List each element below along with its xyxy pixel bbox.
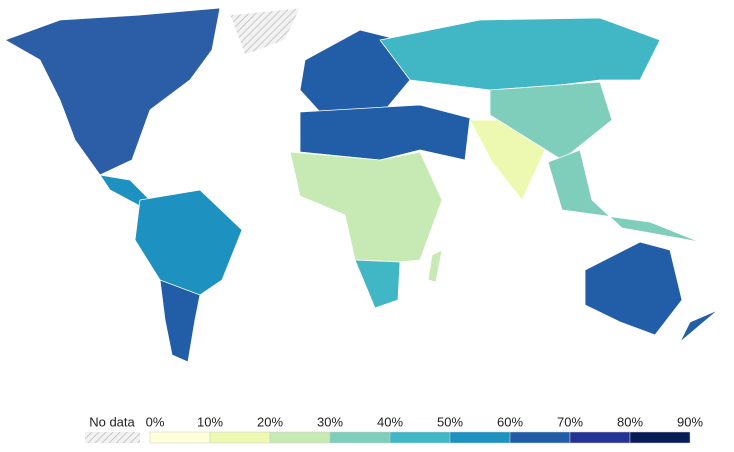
legend-no-data-swatch [85, 432, 140, 443]
europe [299, 29, 411, 113]
greenland [229, 7, 301, 56]
legend-tick-label: 0% [146, 414, 165, 429]
legend-swatch [269, 431, 331, 444]
legend-tick-label: 40% [377, 414, 403, 429]
north-africa-middle-east [299, 104, 471, 161]
legend-swatch [509, 431, 571, 444]
legend-no-data-label: No data [89, 414, 135, 429]
legend-tick-label: 10% [197, 414, 223, 429]
legend-swatch [629, 431, 691, 444]
southeast-asia [547, 149, 701, 243]
legend-tick-label: 70% [557, 414, 583, 429]
legend-tick-label: 90% [677, 414, 703, 429]
south-america-south [159, 279, 201, 363]
sub-saharan-africa [289, 151, 443, 263]
legend-tick-label: 20% [257, 414, 283, 429]
legend-swatch [209, 431, 271, 444]
legend-swatch [569, 431, 631, 444]
legend-tick-label: 60% [497, 414, 523, 429]
legend-swatch [389, 431, 451, 444]
legend: No data 0% 10% 20% 30% 40% 50% 60% 70% 80% 90% [85, 414, 703, 444]
legend-swatch [449, 431, 511, 444]
southern-africa [354, 259, 401, 309]
south-america-north [134, 189, 243, 301]
north-america [4, 7, 221, 176]
madagascar [427, 249, 443, 283]
legend-tick-label: 80% [617, 414, 643, 429]
new-zealand [679, 309, 719, 343]
legend-tick-label: 30% [317, 414, 343, 429]
russia [379, 17, 661, 91]
legend-swatch [329, 431, 391, 444]
legend-swatch [149, 431, 211, 444]
legend-tick-label: 50% [437, 414, 463, 429]
australia [584, 241, 683, 336]
map-land [4, 7, 719, 363]
